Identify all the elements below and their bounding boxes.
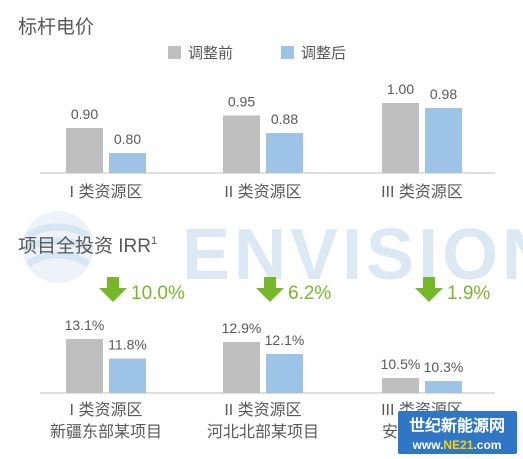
category-label: III 类资源区 bbox=[381, 183, 463, 201]
data-label: 10.5% bbox=[381, 356, 421, 372]
data-label: 0.98 bbox=[430, 86, 457, 102]
down-arrow-icon bbox=[415, 277, 443, 302]
bar-after-1 bbox=[109, 153, 146, 173]
bar-before-1 bbox=[66, 128, 103, 173]
category-label: I 类资源区 bbox=[70, 401, 143, 419]
chart-title: 标杆电价 bbox=[18, 16, 94, 38]
data-label: 13.1% bbox=[65, 317, 105, 333]
legend-label-before: 调整前 bbox=[188, 45, 233, 62]
change-label: 10.0% bbox=[131, 283, 185, 304]
bar-after-1 bbox=[109, 358, 146, 393]
site-badge: 世纪新能源网 www.NE21.com bbox=[398, 411, 517, 454]
bar-before-2 bbox=[223, 115, 260, 173]
category-sublabel: 河北北部某项目 bbox=[207, 423, 319, 441]
bar-after-3 bbox=[425, 381, 462, 393]
badge-title: 世纪新能源网 bbox=[409, 416, 505, 435]
data-label: 0.90 bbox=[71, 106, 98, 122]
data-label: 10.3% bbox=[424, 359, 464, 375]
chart-title: 项目全投资 IRR1 bbox=[18, 235, 157, 257]
data-label: 12.1% bbox=[265, 332, 305, 348]
data-label: 11.8% bbox=[108, 337, 147, 353]
change-label: 6.2% bbox=[288, 283, 331, 304]
data-label: 0.95 bbox=[228, 94, 255, 110]
data-label: 12.9% bbox=[222, 320, 262, 336]
category-label: I 类资源区 bbox=[70, 183, 143, 201]
bar-before-3 bbox=[382, 378, 419, 393]
category-label: II 类资源区 bbox=[224, 183, 301, 201]
bars: 0.90 0.95 1.00 0.80 0.88 0.98 I 类资源区 II 类资源区 III… bbox=[66, 81, 463, 201]
bar-after-2 bbox=[266, 354, 303, 393]
bar-before-3 bbox=[382, 103, 419, 173]
legend: 调整前 调整后 bbox=[168, 45, 346, 62]
change-indicators: 10.0% 6.2% 1.9% bbox=[99, 277, 490, 304]
change-label: 1.9% bbox=[447, 283, 490, 304]
badge-url: www.NE21.com bbox=[412, 438, 502, 452]
bars: 13.1% 12.9% 10.5% 11.8% 12.1% 10.3% I 类资源区新疆东部… bbox=[50, 317, 463, 441]
data-label: 0.80 bbox=[114, 131, 141, 147]
category-label: II 类资源区 bbox=[224, 401, 301, 419]
chart-irr: 项目全投资 IRR1 10.0% 6.2% 1.9% 13.1% 12.9% 10.5%… bbox=[18, 235, 495, 441]
legend-swatch-before bbox=[168, 46, 181, 59]
bar-after-3 bbox=[425, 108, 462, 173]
chart-title-text: 项目全投资 IRR bbox=[18, 235, 151, 257]
down-arrow-icon bbox=[256, 277, 284, 302]
bar-before-1 bbox=[66, 339, 103, 393]
watermark-text: ENVISION bbox=[182, 215, 523, 295]
envision-watermark: ENVISION bbox=[22, 211, 523, 295]
legend-swatch-after bbox=[281, 46, 294, 59]
bar-after-2 bbox=[266, 133, 303, 173]
data-label: 1.00 bbox=[387, 81, 414, 97]
bar-before-2 bbox=[223, 342, 260, 393]
chart-title-superscript: 1 bbox=[151, 235, 157, 247]
down-arrow-icon bbox=[99, 277, 127, 302]
chart-benchmark-price: 标杆电价 调整前 调整后 0.90 0.95 1.00 0.80 0.88 0.98 I 类… bbox=[18, 16, 495, 201]
data-label: 0.88 bbox=[271, 111, 298, 127]
category-sublabel: 新疆东部某项目 bbox=[50, 423, 162, 441]
legend-label-after: 调整后 bbox=[301, 45, 346, 62]
